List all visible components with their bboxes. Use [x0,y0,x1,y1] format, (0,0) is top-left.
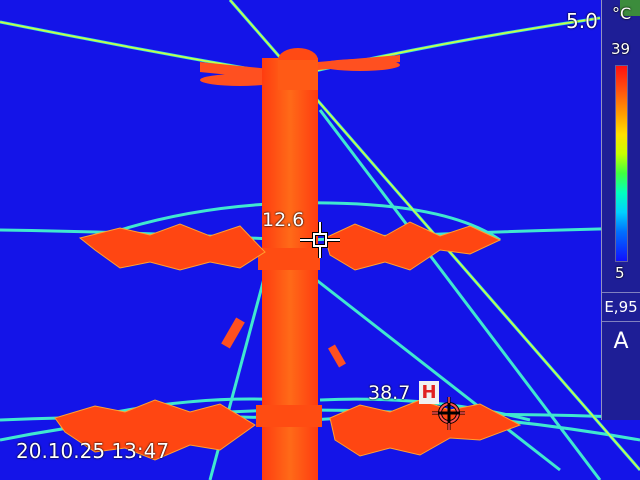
temperature-unit: °C [612,4,632,23]
top-hardware [200,55,400,86]
hotspot-crosshair-icon [432,397,465,430]
middle-insulators [78,221,502,271]
spot-temperature-1: 12.6 [262,209,305,231]
utility-pole [256,48,322,480]
scale-max-value: 39 [611,40,631,58]
lower-insulators [54,399,522,461]
timestamp: 20.10.25 13:47 [16,439,170,463]
spot-temperature-2: 38.7 [368,382,411,404]
emissivity-value: E,95 [602,292,640,322]
crosshair-icon [300,222,340,258]
color-scale-bar [615,65,628,262]
top-readout: 5.0 [566,9,598,33]
range-mode: A [613,329,629,354]
scale-min-value: 5 [615,264,625,282]
battery-indicator-icon [620,0,640,16]
hot-spot-badge: H [419,381,439,404]
